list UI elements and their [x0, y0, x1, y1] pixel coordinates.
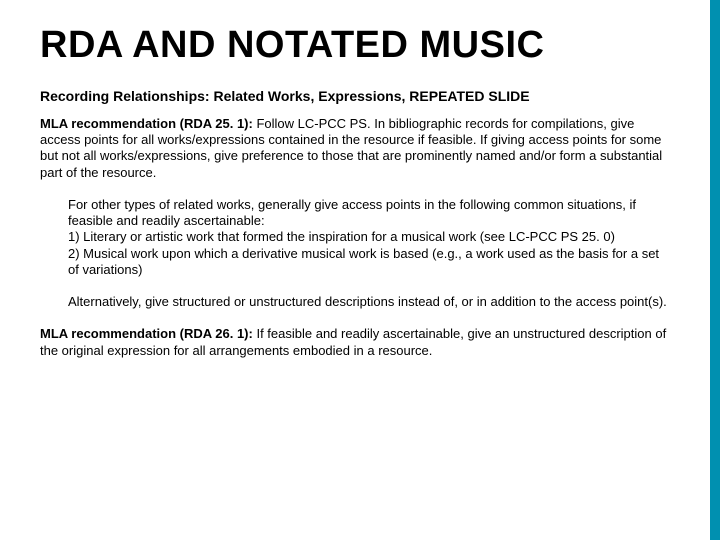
indented-block-1: For other types of related works, genera… [68, 197, 672, 278]
recommendation-2: MLA recommendation (RDA 26. 1): If feasi… [40, 326, 672, 359]
slide-title: RDA AND NOTATED MUSIC [40, 26, 672, 66]
recommendation-1-lead: MLA recommendation (RDA 25. 1): [40, 116, 253, 131]
recommendation-2-lead: MLA recommendation (RDA 26. 1): [40, 326, 253, 341]
indented-block-2: Alternatively, give structured or unstru… [68, 294, 672, 310]
accent-bar [710, 0, 720, 540]
slide-subtitle: Recording Relationships: Related Works, … [40, 88, 672, 104]
slide-content: RDA AND NOTATED MUSIC Recording Relation… [0, 0, 720, 395]
recommendation-1: MLA recommendation (RDA 25. 1): Follow L… [40, 116, 672, 181]
